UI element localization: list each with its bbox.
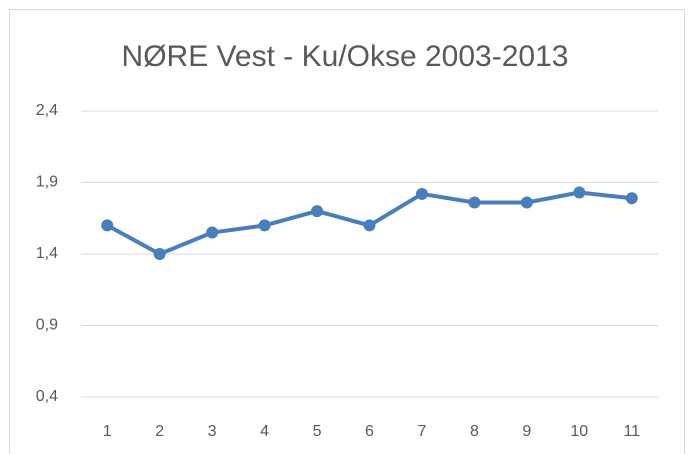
point [520, 196, 533, 209]
chart-title: NØRE Vest - Ku/Okse 2003-2013 [122, 40, 569, 73]
x-tick-label: 1 [103, 423, 112, 440]
point [468, 196, 481, 209]
x-tick-label: 10 [570, 423, 588, 440]
y-tick-label: 0,4 [36, 388, 58, 405]
y-tick-label: 2,4 [36, 102, 58, 119]
point [363, 219, 376, 232]
y-tick-label: 1,4 [36, 245, 58, 262]
x-tick-label: 4 [260, 423, 269, 440]
x-tick-label: 5 [313, 423, 322, 440]
x-tick-label: 11 [623, 423, 640, 440]
x-tick-label: 2 [155, 423, 164, 440]
x-tick-label: 6 [365, 423, 374, 440]
x-tick-label: 7 [418, 423, 427, 440]
point [415, 187, 428, 200]
point [101, 219, 114, 232]
point [311, 205, 324, 218]
x-tick-label: 8 [470, 423, 479, 440]
point [625, 192, 638, 205]
y-tick-label: 1,9 [36, 174, 58, 191]
x-tick-label: 9 [522, 423, 531, 440]
point [573, 186, 586, 199]
y-tick-label: 0,9 [36, 317, 58, 334]
point [153, 248, 166, 260]
point [206, 226, 219, 239]
x-tick-label: 3 [208, 423, 217, 440]
point [258, 219, 271, 232]
chart-border [9, 9, 685, 454]
